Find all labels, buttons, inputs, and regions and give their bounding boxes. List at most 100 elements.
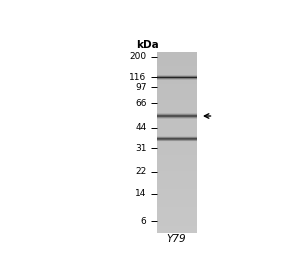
Bar (157, 118, 197, 119)
Bar (157, 77, 197, 78)
Bar (157, 124, 197, 126)
Bar (157, 132, 197, 134)
Bar (157, 148, 197, 150)
Bar (157, 75, 197, 76)
Bar (157, 76, 197, 77)
Bar (157, 118, 197, 120)
Bar (157, 115, 197, 116)
Bar (157, 91, 197, 93)
Bar (157, 58, 197, 60)
Bar (157, 138, 197, 139)
Bar (157, 108, 197, 109)
Bar (157, 189, 197, 191)
Text: 22: 22 (135, 167, 147, 176)
Bar (157, 180, 197, 182)
Bar (157, 195, 197, 197)
Bar (157, 115, 197, 116)
Bar (157, 141, 197, 142)
Bar (157, 231, 197, 233)
Bar (157, 158, 197, 159)
Bar (157, 138, 197, 139)
Bar (157, 139, 197, 140)
Bar (157, 103, 197, 105)
Bar (157, 144, 197, 145)
Text: Y79: Y79 (167, 234, 186, 244)
Bar (157, 78, 197, 79)
Bar (157, 109, 197, 111)
Bar (157, 129, 197, 131)
Bar (157, 136, 197, 137)
Bar (157, 77, 197, 78)
Bar (157, 188, 197, 189)
Bar (157, 153, 197, 155)
Bar (157, 172, 197, 174)
Bar (157, 94, 197, 96)
Bar (157, 79, 197, 80)
Bar (157, 115, 197, 117)
Bar (157, 152, 197, 153)
Bar (157, 114, 197, 115)
Bar (157, 139, 197, 140)
Bar (157, 123, 197, 125)
Bar (157, 68, 197, 70)
Bar (157, 227, 197, 229)
Bar (157, 139, 197, 140)
Bar (157, 117, 197, 119)
Text: 31: 31 (135, 144, 147, 153)
Bar (157, 191, 197, 192)
Bar (157, 161, 197, 162)
Bar (157, 78, 197, 79)
Bar (157, 142, 197, 144)
Bar (157, 221, 197, 222)
Text: 6: 6 (141, 217, 147, 226)
Bar (157, 64, 197, 66)
Text: 44: 44 (135, 123, 147, 132)
Bar (157, 84, 197, 85)
Bar (157, 85, 197, 87)
Bar (157, 140, 197, 141)
Bar (157, 203, 197, 204)
Bar (157, 79, 197, 81)
Bar (157, 166, 197, 168)
Bar (157, 228, 197, 230)
Bar (157, 145, 197, 147)
Bar (157, 139, 197, 141)
Bar (157, 150, 197, 152)
Bar (157, 116, 197, 117)
Bar (157, 168, 197, 170)
Bar (157, 114, 197, 115)
Bar (157, 75, 197, 76)
Bar (157, 194, 197, 195)
Bar (157, 72, 197, 73)
Bar (157, 164, 197, 165)
Bar (157, 65, 197, 67)
Bar (157, 204, 197, 206)
Bar (157, 111, 197, 112)
Bar (157, 192, 197, 194)
Bar (157, 174, 197, 176)
Bar (157, 113, 197, 114)
Bar (157, 133, 197, 135)
Bar (157, 225, 197, 227)
Text: 200: 200 (129, 52, 147, 61)
Bar (157, 162, 197, 164)
Bar (157, 102, 197, 103)
Bar (157, 177, 197, 179)
Bar (157, 117, 197, 118)
Bar (157, 82, 197, 84)
Bar (157, 137, 197, 138)
Bar (157, 136, 197, 137)
Bar (157, 96, 197, 97)
Bar (157, 112, 197, 114)
Bar (157, 61, 197, 63)
Bar (157, 182, 197, 183)
Bar (157, 140, 197, 141)
Bar (157, 201, 197, 203)
Bar (157, 141, 197, 142)
Bar (157, 219, 197, 221)
Bar (157, 88, 197, 90)
Bar (157, 218, 197, 219)
Bar (157, 207, 197, 209)
Bar (157, 135, 197, 137)
Bar (157, 75, 197, 76)
